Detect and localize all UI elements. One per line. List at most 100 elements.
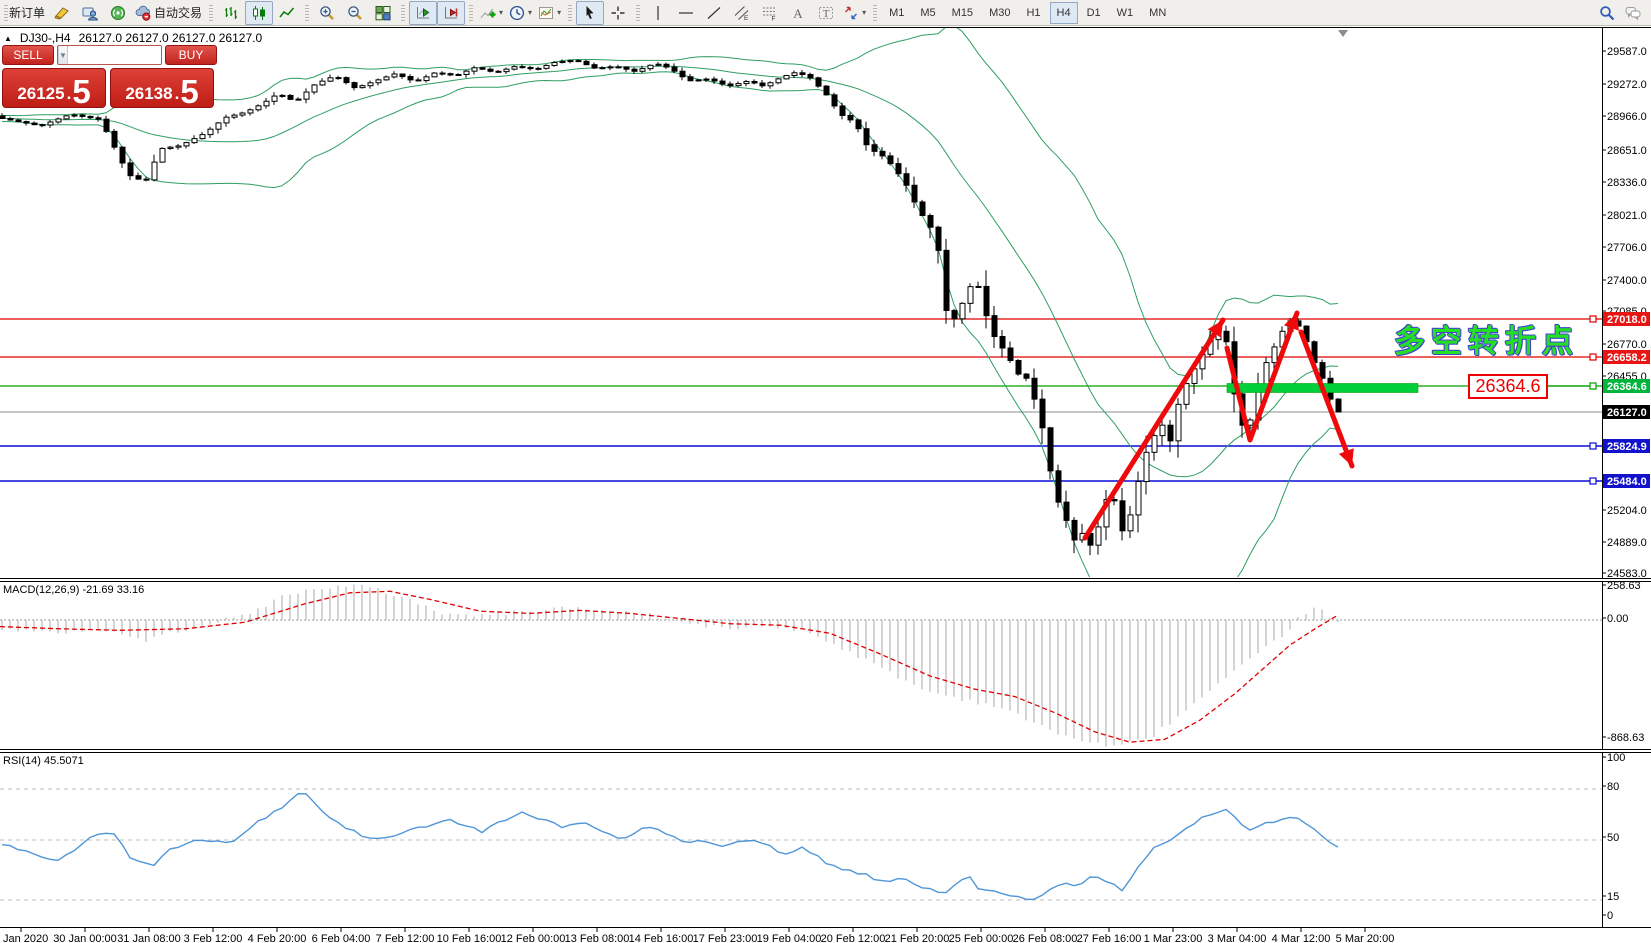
hline-icon (678, 5, 694, 21)
timeframe-M5[interactable]: M5 (920, 6, 936, 19)
timeframe-W1[interactable]: W1 (1116, 6, 1134, 19)
text-icon: A (790, 5, 806, 21)
svg-text:4 Mar 12:00: 4 Mar 12:00 (1272, 933, 1331, 943)
svg-text:26 Feb 08:00: 26 Feb 08:00 (1013, 933, 1078, 943)
text-label-button[interactable]: T (812, 1, 840, 25)
svg-text:25824.9: 25824.9 (1607, 441, 1647, 453)
svg-text:F: F (772, 15, 776, 21)
svg-text:12 Feb 00:00: 12 Feb 00:00 (501, 933, 566, 943)
signals-icon (110, 5, 126, 21)
symbol-ohlc: 26127.0 26127.0 26127.0 26127.0 (78, 31, 263, 45)
svg-text:31 Jan 08:00: 31 Jan 08:00 (117, 933, 181, 943)
toolbar-grip[interactable] (305, 4, 310, 21)
new-order-button[interactable]: 新订单 (6, 1, 48, 25)
toolbar-grip[interactable] (469, 4, 474, 21)
svg-text:28336.0: 28336.0 (1607, 177, 1647, 189)
toolbar-grip[interactable] (401, 4, 406, 21)
channel-icon: E (734, 5, 750, 21)
chat-icon[interactable] (1625, 5, 1641, 21)
arrows-icon (843, 5, 859, 21)
timeframe-MN[interactable]: MN (1149, 6, 1167, 19)
toolbar-grip[interactable] (209, 4, 214, 21)
level-anchor-square[interactable] (1589, 353, 1597, 361)
dropdown-arrow-icon[interactable]: ▾ (557, 8, 562, 17)
panel-collapse-icon[interactable]: ▲ (4, 33, 12, 43)
level-anchor-square[interactable] (1589, 477, 1597, 485)
timeframe-M15[interactable]: M15 (951, 6, 974, 19)
toolbar-grip[interactable] (636, 4, 641, 21)
toolbar-grip[interactable] (568, 4, 573, 21)
svg-text:17 Feb 23:00: 17 Feb 23:00 (693, 933, 758, 943)
auto-trading-button[interactable]: 自动交易 (132, 1, 205, 25)
toolbar-grip[interactable] (873, 4, 878, 21)
svg-text:27400.0: 27400.0 (1607, 275, 1647, 287)
auto-scroll-button[interactable] (409, 0, 438, 25)
level-anchor-square[interactable] (1589, 382, 1597, 390)
svg-text:A: A (793, 5, 803, 20)
trend-arrows[interactable] (1082, 310, 1355, 541)
chart-shift-marker[interactable] (1338, 30, 1348, 37)
dropdown-arrow-icon[interactable]: ▾ (528, 8, 533, 17)
zoom-out-button[interactable] (341, 1, 369, 25)
volume-input[interactable] (67, 46, 161, 64)
cursor-button[interactable] (576, 0, 605, 25)
timeframe-H1[interactable]: H1 (1026, 6, 1041, 19)
buy-button[interactable]: BUY (165, 45, 217, 65)
turning-point-annotation[interactable]: 多空转折点 (1394, 324, 1579, 359)
sell-price-main: 26125 (17, 84, 65, 104)
chart-shift-button[interactable] (437, 0, 466, 25)
timeframe-D1[interactable]: D1 (1086, 6, 1101, 19)
indicators-button[interactable]: ▾ (477, 1, 506, 25)
periods-button[interactable]: ▾ (506, 1, 535, 25)
fibonacci-button[interactable]: F (756, 1, 784, 25)
news-button[interactable] (48, 1, 76, 25)
search-icon[interactable] (1599, 5, 1615, 21)
level-anchor-square[interactable] (1589, 315, 1597, 323)
periods-icon (509, 5, 525, 21)
svg-text:21 Feb 20:00: 21 Feb 20:00 (885, 933, 950, 943)
dropdown-arrow-icon[interactable]: ▾ (499, 8, 504, 17)
dropdown-arrow-icon[interactable]: ▾ (862, 8, 867, 17)
timeframe-M30[interactable]: M30 (989, 6, 1011, 19)
svg-text:T: T (823, 8, 830, 20)
toolbar-group (313, 0, 397, 25)
chart-shift-icon (443, 5, 459, 21)
toolbar-grip[interactable] (4, 4, 8, 21)
market-watch-button[interactable] (76, 1, 104, 25)
price-badge (1603, 312, 1650, 326)
line-chart-mode-button[interactable] (273, 1, 301, 25)
zoom-in-button[interactable] (313, 1, 341, 25)
volume-down-button[interactable]: ▼ (58, 46, 68, 64)
templates-button[interactable]: ▾ (535, 1, 564, 25)
level-anchor-square[interactable] (1589, 442, 1597, 450)
fibonacci-icon: F (762, 5, 778, 21)
svg-text:50: 50 (1607, 832, 1619, 844)
horizontal-line-button[interactable] (672, 1, 700, 25)
sell-price-box[interactable]: 26125 . 5 (2, 68, 106, 108)
candle-chart-mode-button[interactable] (245, 0, 274, 25)
text-button[interactable]: A (784, 1, 812, 25)
pane-divider[interactable] (0, 579, 1651, 581)
pane-divider[interactable] (0, 750, 1651, 752)
equidistant-channel-button[interactable]: E (728, 1, 756, 25)
tile-windows-button[interactable] (369, 1, 397, 25)
vertical-line-button[interactable] (644, 1, 672, 25)
sell-button[interactable]: SELL (2, 45, 54, 65)
svg-text:15: 15 (1607, 891, 1619, 903)
timeframe-M1[interactable]: M1 (889, 6, 905, 19)
svg-text:27 Feb 16:00: 27 Feb 16:00 (1077, 933, 1142, 943)
line-icon (279, 5, 295, 21)
timeframe-H4[interactable]: H4 (1049, 1, 1078, 24)
zoom-in-icon (319, 5, 335, 21)
svg-text:28651.0: 28651.0 (1607, 145, 1647, 157)
crosshair-button[interactable] (604, 1, 632, 25)
bar-chart-mode-button[interactable] (217, 1, 245, 25)
buy-price-box[interactable]: 26138 . 5 (110, 68, 214, 108)
price-callout-box[interactable]: 26364.6 (1468, 374, 1548, 399)
signals-button[interactable] (104, 1, 132, 25)
trendline-button[interactable] (700, 1, 728, 25)
arrows-button[interactable]: ▾ (840, 1, 869, 25)
